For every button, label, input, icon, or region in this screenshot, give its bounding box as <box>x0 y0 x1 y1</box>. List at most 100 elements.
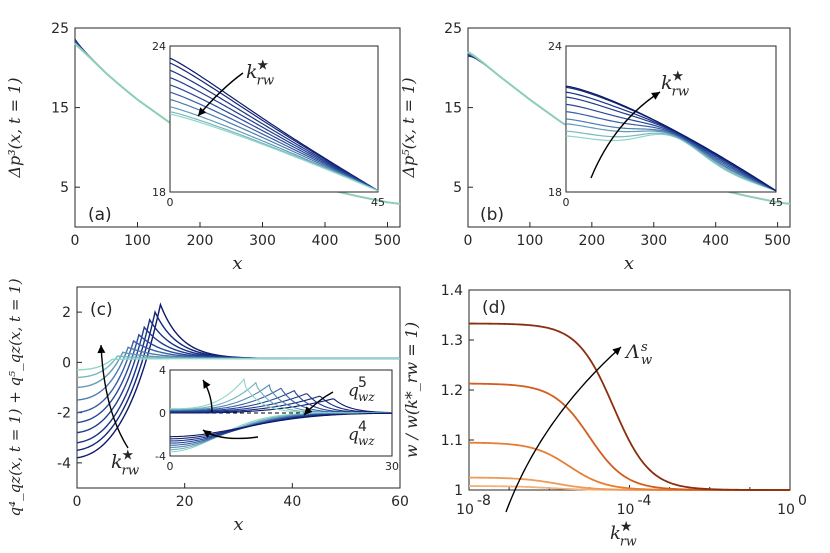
panel-a-ylabel: Δp³(x, t = 1) <box>5 77 24 178</box>
panel-c-inset-ytick-label: -4 <box>155 450 166 463</box>
panel-a-xtick-label: 0 <box>71 233 80 249</box>
panel-a-k-sub: rw <box>256 74 274 89</box>
panel-d-xtick-label: 10 <box>617 502 635 518</box>
panel-c-inset-arrow-2-head <box>203 430 212 438</box>
panel-a-xtick-label: 300 <box>249 233 276 249</box>
panel-c-ytick-label: 0 <box>62 355 71 371</box>
panel-a-ytick-label: 15 <box>51 101 69 117</box>
panel-b-xtick-label: 400 <box>702 233 729 249</box>
panel-b-xtick-label: 0 <box>464 233 473 249</box>
panel-d-ytick-label: 1.2 <box>441 383 463 399</box>
panel-b-inset-curve <box>565 118 777 192</box>
panel-b-inset-arrow <box>590 91 661 179</box>
panel-c-inset-ytick-label: 4 <box>159 364 166 377</box>
panel-b-k: k <box>661 72 673 94</box>
panel-c-q4: q <box>348 425 359 445</box>
panel-b-inset-ytick-label: 18 <box>548 186 562 199</box>
panel-d-lambda-sup: s <box>641 340 648 355</box>
panel-b-label: (b) <box>480 205 504 225</box>
panel-a-k-star: ★ <box>256 57 269 73</box>
panel-d-xtick-label: 10 <box>777 502 795 518</box>
panel-c-q4-sup: 4 <box>358 419 367 435</box>
panel-d-arrow-head <box>612 347 621 356</box>
panel-c-ytick-label: -2 <box>57 406 71 422</box>
panel-a-inset-ytick-label: 18 <box>152 186 166 199</box>
panel-d-arrow <box>505 346 622 513</box>
panel-c-xtick-label: 20 <box>176 494 194 510</box>
panel-c-curve <box>76 357 400 371</box>
panel-c-xlabel: x <box>233 514 243 535</box>
panel-d-ytick-label: 1.3 <box>441 333 463 349</box>
panel-d-lambda: Λ <box>624 341 640 363</box>
panel-b-inset-curve <box>565 91 777 192</box>
panel-c-k: k <box>111 451 123 473</box>
panel-b-xtick-label: 500 <box>764 233 791 249</box>
panel-b-k-star: ★ <box>671 68 684 84</box>
panel-d-ytick-label: 1 <box>454 483 463 499</box>
panel-d-ylabel: w / w(k*_rw = 1) <box>402 322 421 458</box>
panel-a-ytick-label: 25 <box>51 21 69 37</box>
panel-d-ytick-label: 1.1 <box>441 433 463 449</box>
panel-b-inset-curve <box>565 96 777 192</box>
panel-c-inset-xtick-label: 0 <box>167 460 174 473</box>
panel-b-xtick-label: 300 <box>640 233 667 249</box>
panel-b-inset-curve <box>565 130 777 192</box>
panel-c-inset-label-top: q 5wz <box>348 375 375 404</box>
panel-b-ytick-label: 25 <box>444 21 462 37</box>
panel-c-label: (c) <box>90 300 113 320</box>
panel-d-xtick-exp: -4 <box>638 493 652 509</box>
panel-d-axes <box>468 289 791 491</box>
panel-c-inset-xtick-label: 30 <box>385 460 399 473</box>
panel-b-axes <box>467 27 791 228</box>
panel-a-xtick-label: 500 <box>374 233 401 249</box>
panel-c-inset-top-curve <box>170 398 393 414</box>
panel-d-xtick-exp: -8 <box>477 493 491 509</box>
panel-b-ylabel: Δp⁵(x, t = 1) <box>399 77 418 178</box>
panel-a-inset-curve <box>169 91 379 192</box>
panel-d-curve-Λ3 <box>468 441 790 491</box>
panel-b-ytick-label: 15 <box>444 101 462 117</box>
panel-d-xlabel-k: k <box>610 523 621 544</box>
panel-c-k-star: ★ <box>121 447 134 463</box>
panel-d-lambda-sub: w <box>641 353 652 368</box>
panel-a-inset-curve <box>169 84 379 192</box>
panel-a-ytick-label: 5 <box>60 180 69 196</box>
panel-c-inset-ytick-label: 0 <box>159 407 166 420</box>
panel-a-inset-curve <box>169 62 379 192</box>
panel-c-xtick-label: 0 <box>73 494 82 510</box>
panel-b-xlabel: x <box>624 253 634 274</box>
panel-c-inset-arrow-3-head <box>304 406 313 415</box>
panel-c-inset-top-curve <box>170 395 393 414</box>
panel-a-inset-curve <box>169 77 379 192</box>
panel-b-inset-arrow-head <box>651 92 660 100</box>
panel-a-xtick-label: 100 <box>124 233 151 249</box>
panel-c-main-arrow-head <box>97 345 106 354</box>
panel-b-inset-xtick-label: 45 <box>769 196 783 209</box>
panel-b-xtick-label: 200 <box>578 233 605 249</box>
panel-b-inset-curve <box>565 103 777 192</box>
panel-a-inset-xtick-label: 0 <box>167 196 174 209</box>
panel-b-ytick-label: 5 <box>453 180 462 196</box>
panel-c-inset-arrow-1-head <box>203 380 211 389</box>
panel-c-inset-label-bottom: q 4wz <box>348 419 375 448</box>
panel-a-inset-curve <box>169 113 379 192</box>
panel-c-xtick-label: 40 <box>283 494 301 510</box>
panel-a-inset-arrow-head <box>198 107 207 116</box>
panel-c-q5: q <box>348 381 359 401</box>
panel-a-label: (a) <box>88 205 112 225</box>
panel-d-xtick-exp: 0 <box>798 493 807 509</box>
panel-d-xlabel-k-sub: rw <box>620 533 637 548</box>
panel-b-inset-curve <box>565 123 777 192</box>
panel-a-axes <box>74 27 401 228</box>
panel-d-ytick-label: 1.4 <box>441 283 463 299</box>
panel-a-xtick-label: 400 <box>312 233 339 249</box>
panel-c-xtick-label: 60 <box>391 494 409 510</box>
panel-c-ylabel: q⁴_qz(x, t = 1) + q⁵_qz(x, t = 1) <box>6 278 24 516</box>
panel-b-inset-curve <box>565 111 777 192</box>
panel-b-inset-curve <box>565 133 777 192</box>
panel-c-main-arrow <box>100 344 129 449</box>
panel-c-q5-sup: 5 <box>358 375 367 391</box>
panel-a-inset-xtick-label: 45 <box>371 196 385 209</box>
